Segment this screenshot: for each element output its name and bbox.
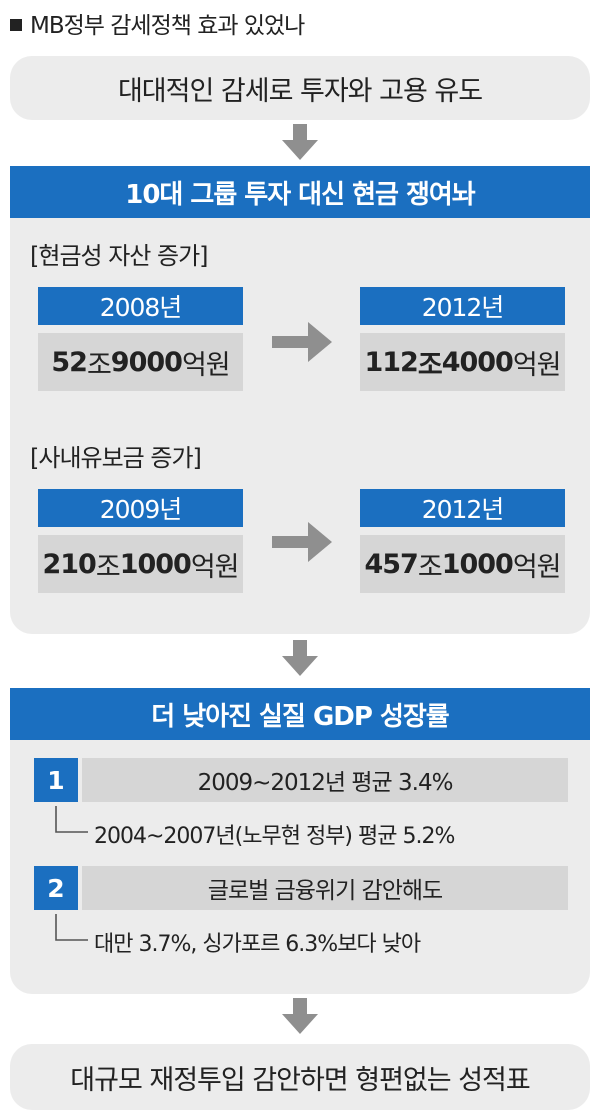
section-title-text: 10대 그룹 투자 대신 현금 쟁여놔 bbox=[125, 179, 475, 210]
header-title: MB정부 감세정책 효과 있었나 bbox=[10, 6, 305, 40]
value-number: 1000 bbox=[119, 548, 192, 580]
retained-earnings-label: [사내유보금 증가] bbox=[30, 444, 202, 472]
value-number: 112 bbox=[364, 346, 418, 378]
cash-assets-label: [현금성 자산 증가] bbox=[30, 242, 209, 270]
year-text: 2012년 bbox=[421, 293, 505, 322]
value-unit: 조 bbox=[95, 551, 121, 583]
step-box-text: 대대적인 감세로 투자와 고용 유도 bbox=[117, 75, 483, 107]
tree-connector-icon bbox=[55, 914, 88, 941]
conclusion-box: 대규모 재정투입 감안하면 형편없는 성적표 bbox=[10, 1044, 590, 1110]
item-number-badge: 1 bbox=[34, 758, 78, 802]
year-text: 2008년 bbox=[99, 293, 183, 322]
down-arrow-icon bbox=[282, 124, 318, 160]
item-text: 글로벌 금융위기 감안해도 bbox=[207, 878, 443, 904]
year-text: 2009년 bbox=[99, 495, 183, 524]
value-unit: 조 bbox=[417, 349, 443, 381]
year-text: 2012년 bbox=[421, 495, 505, 524]
item-financial-crisis: 글로벌 금융위기 감안해도 bbox=[82, 866, 568, 910]
value-unit: 조 bbox=[417, 551, 443, 583]
header-title-text: MB정부 감세정책 효과 있었나 bbox=[30, 13, 305, 39]
item-note-previous-govt: 2004~2007년(노무현 정부) 평균 5.2% bbox=[94, 824, 455, 849]
retained-earnings-from-year: 2009년 bbox=[38, 489, 243, 527]
value-unit: 억원 bbox=[181, 349, 231, 381]
item-gdp-average: 2009~2012년 평균 3.4% bbox=[82, 758, 568, 802]
retained-earnings-to-year: 2012년 bbox=[360, 489, 565, 527]
right-arrow-icon bbox=[272, 322, 332, 362]
value-unit: 조 bbox=[86, 349, 112, 381]
item-note-comparison: 대만 3.7%, 싱가포르 6.3%보다 낮아 bbox=[94, 932, 421, 957]
item-number-badge: 2 bbox=[34, 866, 78, 910]
value-number: 457 bbox=[364, 548, 418, 580]
retained-earnings-to-value: 457 조 1000 억원 bbox=[360, 535, 565, 593]
down-arrow-icon bbox=[282, 998, 318, 1034]
section-cash-hoarding-title: 10대 그룹 투자 대신 현금 쟁여놔 bbox=[10, 166, 590, 218]
value-number: 210 bbox=[42, 548, 96, 580]
value-unit: 억원 bbox=[512, 349, 562, 381]
tree-connector-icon bbox=[55, 806, 88, 833]
right-arrow-icon bbox=[272, 522, 332, 562]
cash-assets-to-year: 2012년 bbox=[360, 287, 565, 325]
retained-earnings-from-value: 210 조 1000 억원 bbox=[38, 535, 243, 593]
value-unit: 억원 bbox=[512, 551, 562, 583]
value-number: 1000 bbox=[441, 548, 514, 580]
item-number: 1 bbox=[47, 765, 65, 795]
section-title-text: 더 낮아진 실질 GDP 성장률 bbox=[151, 701, 449, 732]
step-box-tax-cut: 대대적인 감세로 투자와 고용 유도 bbox=[10, 56, 590, 120]
value-number: 52 bbox=[51, 346, 88, 378]
value-number: 9000 bbox=[110, 346, 183, 378]
value-unit: 억원 bbox=[190, 551, 240, 583]
cash-assets-from-value: 52 조 9000 억원 bbox=[38, 333, 243, 391]
value-number: 4000 bbox=[441, 346, 514, 378]
item-number: 2 bbox=[47, 873, 65, 903]
square-bullet-icon bbox=[10, 19, 22, 31]
section-gdp-growth-title: 더 낮아진 실질 GDP 성장률 bbox=[10, 688, 590, 740]
item-text: 2009~2012년 평균 3.4% bbox=[197, 770, 454, 796]
down-arrow-icon bbox=[282, 640, 318, 676]
cash-assets-from-year: 2008년 bbox=[38, 287, 243, 325]
conclusion-text: 대규모 재정투입 감안하면 형편없는 성적표 bbox=[70, 1064, 530, 1096]
cash-assets-to-value: 112 조 4000 억원 bbox=[360, 333, 565, 391]
